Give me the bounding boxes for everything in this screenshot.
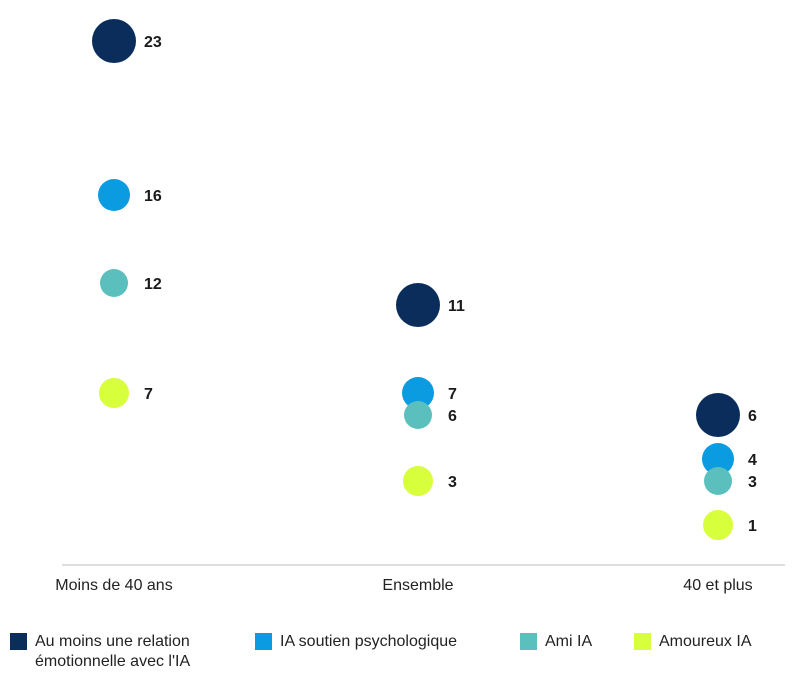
data-label: 16: [144, 188, 162, 205]
data-point: [99, 378, 129, 408]
data-label: 7: [144, 386, 153, 403]
category-label: 40 et plus: [683, 577, 752, 594]
category-label: Moins de 40 ans: [55, 577, 172, 594]
data-point: [396, 283, 440, 327]
chart-canvas: 23 11 6 16 7 4 12 6 3 7 3 1 Moins de 40 ans Ensemble…: [55, 19, 785, 594]
legend-label: Amoureux IA: [659, 633, 752, 650]
legend-item-amoureux: Amoureux IA: [634, 632, 751, 652]
data-point: [704, 467, 732, 495]
data-point: [702, 443, 734, 475]
data-point: [92, 19, 136, 63]
data-label: 1: [748, 518, 757, 535]
data-point: [403, 466, 433, 496]
data-label: 11: [448, 298, 465, 315]
chart-legend: Au moins une relation émotionnelle avec …: [0, 632, 798, 673]
data-point: [703, 510, 733, 540]
legend-swatch: [634, 633, 651, 650]
category-labels: Moins de 40 ans Ensemble 40 et plus: [55, 577, 752, 594]
legend-item-relation: Au moins une relation émotionnelle avec …: [10, 632, 190, 672]
legend-swatch: [10, 633, 27, 650]
legend-label: Ami IA: [545, 633, 593, 650]
data-label: 3: [448, 474, 457, 491]
data-label: 23: [144, 34, 162, 51]
data-point: [696, 393, 740, 437]
legend-swatch: [520, 633, 537, 650]
data-label: 7: [448, 386, 457, 403]
legend-item-soutien: IA soutien psychologique: [255, 632, 457, 652]
legend-item-ami: Ami IA: [520, 632, 592, 652]
data-label: 6: [448, 408, 457, 425]
data-label: 12: [144, 276, 162, 293]
chart-marks: 23 11 6 16 7 4 12 6 3 7 3 1: [92, 19, 757, 540]
data-point: [100, 269, 128, 297]
legend-label: IA soutien psychologique: [280, 633, 458, 650]
data-point: [404, 401, 432, 429]
data-point: [402, 377, 434, 409]
category-label: Ensemble: [382, 577, 453, 594]
data-label: 4: [748, 452, 757, 469]
data-label: 3: [748, 474, 757, 491]
data-point: [98, 179, 130, 211]
data-label: 6: [748, 408, 757, 425]
legend-label: Au moins une relation émotionnelle avec …: [35, 633, 191, 670]
legend-swatch: [255, 633, 272, 650]
